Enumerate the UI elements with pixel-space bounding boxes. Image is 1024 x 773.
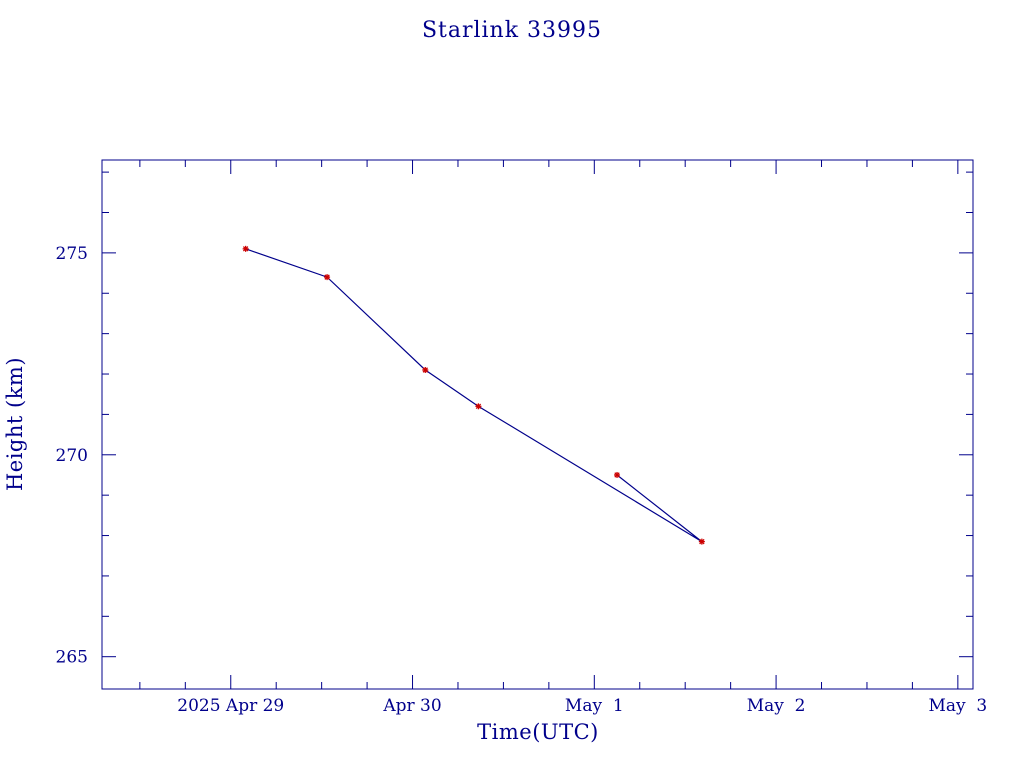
y-tick-label: 265 xyxy=(56,648,88,668)
data-point xyxy=(475,403,482,410)
data-point xyxy=(614,471,621,478)
y-tick-label: 270 xyxy=(56,446,88,466)
y-axis-title: Height (km) xyxy=(3,357,27,491)
x-tick-label: 2025 Apr 29 xyxy=(177,696,284,716)
series-line xyxy=(245,248,703,543)
data-point xyxy=(698,538,705,545)
x-tick-label: Apr 30 xyxy=(382,696,441,716)
x-axis-ticks xyxy=(139,160,959,689)
plot-frame xyxy=(101,159,974,690)
y-axis-tick-labels: 265 270 275 xyxy=(56,244,88,668)
x-tick-label: May 2 xyxy=(747,696,806,716)
chart-title: Starlink 33995 xyxy=(422,18,602,43)
x-axis-tick-labels: 2025 Apr 29 Apr 30 May 1 May 2 May 3 xyxy=(177,696,987,716)
x-axis-title: Time(UTC) xyxy=(477,720,599,744)
data-point xyxy=(324,274,331,281)
data-point xyxy=(422,366,429,373)
y-tick-label: 275 xyxy=(56,244,88,264)
y-axis-ticks xyxy=(102,171,973,658)
x-tick-label: May 3 xyxy=(928,696,987,716)
data-point xyxy=(242,245,249,252)
x-tick-label: May 1 xyxy=(565,696,624,716)
series-layer xyxy=(242,245,705,545)
